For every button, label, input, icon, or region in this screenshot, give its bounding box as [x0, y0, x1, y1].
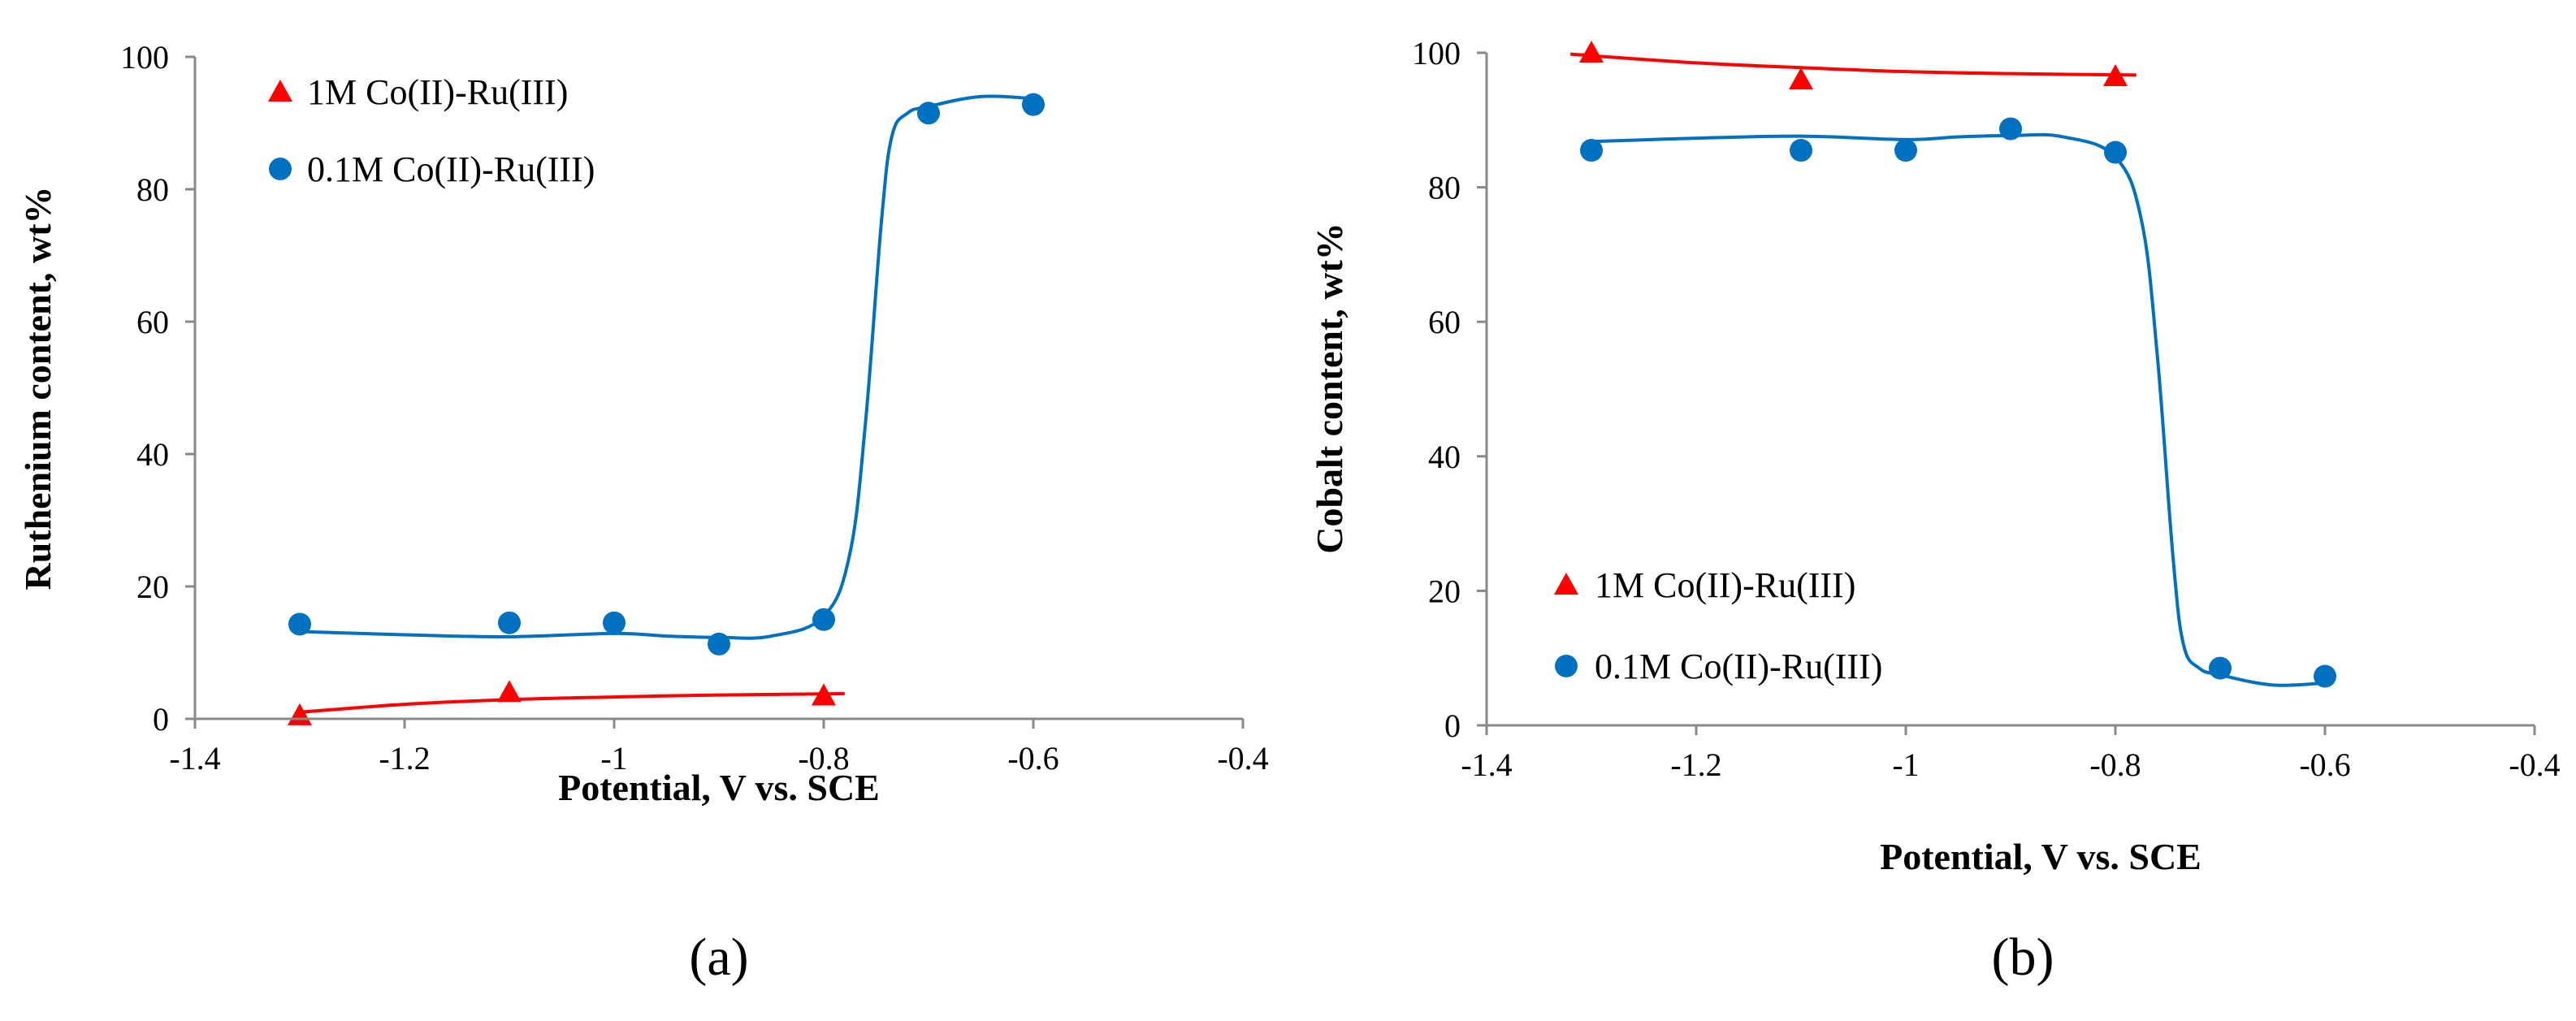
y-tick-label: 60	[1428, 304, 1461, 340]
x-tick-label: -0.4	[1217, 740, 1268, 777]
chart-a: -1.4 -1.2 -1 -0.8 -0.6 -0.4 0 20 40 60 80 100 Pote…	[17, 39, 1269, 987]
y-tick-label: 20	[1428, 573, 1461, 609]
y-ticks: 0 20 40 60 80 100	[1412, 35, 1487, 744]
legend: 1M Co(II)-Ru(III) 0.1M Co(II)-Ru(III)	[1554, 565, 1882, 686]
data-point-0-1m	[498, 611, 521, 634]
y-tick-label: 40	[136, 436, 169, 473]
data-point-1m	[497, 680, 522, 703]
data-point-0-1m	[2104, 141, 2127, 164]
y-tick-label: 80	[1428, 170, 1461, 206]
x-tick-label: -1	[1892, 746, 1919, 783]
fit-line-0-1m	[1591, 132, 2326, 687]
data-point-0-1m	[708, 632, 730, 655]
x-ticks: -1.4 -1.2 -1 -0.8 -0.6 -0.4	[1461, 725, 2561, 783]
legend-label-0-1m: 0.1M Co(II)-Ru(III)	[1595, 647, 1882, 686]
data-point-1m	[288, 703, 312, 725]
y-tick-label: 40	[1428, 439, 1461, 475]
legend: 1M Co(II)-Ru(III) 0.1M Co(II)-Ru(III)	[268, 72, 595, 189]
data-point-1m	[2103, 63, 2128, 86]
x-tick-label: -1.2	[379, 740, 430, 777]
x-tick-label: -0.4	[2509, 746, 2560, 783]
legend-label-1m: 1M Co(II)-Ru(III)	[307, 72, 568, 112]
x-tick-label: -1.4	[169, 740, 220, 777]
x-tick-label: -1.2	[1670, 746, 1721, 783]
data-point-0-1m	[2209, 656, 2232, 680]
plot-area	[288, 93, 1045, 725]
data-point-1m	[1789, 67, 1813, 90]
legend-marker-1m	[1554, 573, 1578, 595]
data-point-0-1m	[2314, 664, 2336, 688]
plot-area	[1570, 41, 2336, 688]
fit-line-1m	[299, 692, 845, 714]
data-point-0-1m	[1580, 139, 1603, 162]
data-point-1m	[1579, 41, 1604, 63]
legend-marker-1m	[268, 80, 292, 102]
data-point-0-1m	[1999, 117, 2022, 141]
x-tick-label: -0.8	[2089, 746, 2141, 783]
x-axis-title: Potential, V vs. SCE	[1880, 836, 2202, 877]
data-point-0-1m	[1022, 93, 1045, 116]
x-tick-label: -0.6	[2299, 746, 2350, 783]
x-tick-label: -0.8	[798, 740, 849, 777]
x-tick-label: -0.6	[1007, 740, 1059, 777]
chart-b: -1.4 -1.2 -1 -0.8 -0.6 -0.4 0 20 40 60 80 100 Pote…	[1309, 35, 2561, 987]
x-axis-title: Potential, V vs. SCE	[558, 767, 880, 808]
data-point-0-1m	[812, 608, 835, 631]
y-tick-label: 60	[136, 304, 169, 340]
panel-caption: (a)	[689, 928, 748, 987]
data-point-0-1m	[603, 611, 626, 634]
data-point-0-1m	[917, 102, 940, 125]
data-point-0-1m	[1894, 139, 1917, 162]
data-point-0-1m	[288, 612, 311, 636]
panel-caption: (b)	[1992, 928, 2054, 987]
x-ticks: -1.4 -1.2 -1 -0.8 -0.6 -0.4	[169, 719, 1269, 777]
y-ticks: 0 20 40 60 80 100	[120, 39, 195, 738]
legend-marker-0-1m	[269, 158, 292, 180]
x-tick-label: -1	[600, 740, 627, 777]
legend-label-1m: 1M Co(II)-Ru(III)	[1595, 565, 1855, 605]
y-tick-label: 80	[136, 171, 169, 208]
y-tick-label: 20	[136, 569, 169, 605]
data-point-1m	[812, 683, 836, 706]
x-tick-label: -1.4	[1461, 746, 1512, 783]
fit-line-0-1m	[299, 94, 1034, 640]
legend-label-0-1m: 0.1M Co(II)-Ru(III)	[307, 149, 595, 189]
fit-line-1m	[1570, 52, 2137, 77]
y-tick-label: 100	[120, 39, 169, 76]
y-axis-title: Cobalt content, wt%	[1309, 223, 1350, 554]
y-tick-label: 0	[1444, 707, 1461, 744]
y-tick-label: 0	[153, 701, 169, 738]
legend-marker-0-1m	[1555, 655, 1578, 677]
y-axis-title: Ruthenium content, wt%	[17, 186, 58, 590]
data-point-0-1m	[1790, 139, 1812, 162]
y-tick-label: 100	[1412, 35, 1461, 71]
